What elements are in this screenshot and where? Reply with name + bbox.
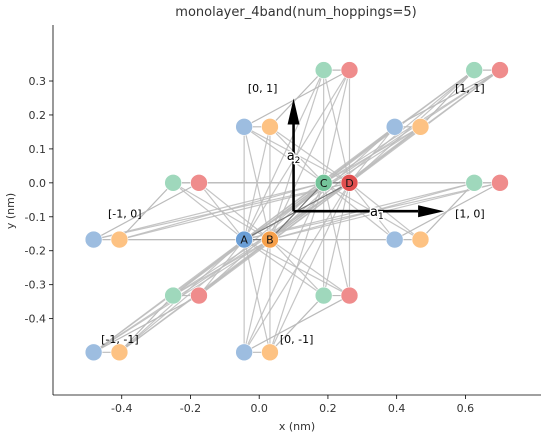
x-tick-label: -0.2 (180, 402, 201, 415)
site-c (465, 174, 483, 192)
cell-label: [-1, 0] (108, 207, 142, 220)
hopping-line (323, 182, 351, 296)
x-tick-label: 0.2 (319, 402, 337, 415)
x-ticks: -0.4 -0.2 0.0 0.2 0.4 0.6 (111, 395, 474, 415)
hopping-line (269, 239, 350, 297)
site-d (340, 174, 359, 192)
lattice-sites: A B C D (84, 61, 509, 362)
site-label: A (240, 234, 248, 247)
site-b (110, 230, 129, 249)
site-c (314, 61, 333, 79)
plot-area: A B C D [1, 0] [-1, 0] [0, 1] [1, 1] [0, -1] [-1… (84, 61, 509, 362)
y-tick-label: 0.1 (29, 143, 47, 156)
site-b (261, 118, 279, 136)
site-b (261, 343, 279, 362)
x-tick-label: 0.4 (388, 402, 406, 415)
site-d (190, 286, 208, 305)
site-c (314, 286, 333, 305)
cell-label: [1, 0] (455, 207, 485, 220)
cell-labels: [1, 0] [-1, 0] [0, 1] [1, 1] [0, -1] [-1, -1] (101, 82, 485, 346)
x-axis-label: x (nm) (279, 420, 315, 433)
hopping-line (394, 69, 501, 128)
y-tick-label: 0.3 (29, 75, 47, 88)
site-a (84, 230, 103, 249)
x-tick-label: 0.6 (457, 402, 475, 415)
site-a (84, 343, 103, 362)
site-c (164, 174, 182, 192)
hopping-line (243, 126, 271, 240)
cell-label: [0, -1] (280, 333, 314, 346)
site-c (164, 286, 182, 305)
hopping-line (243, 69, 350, 128)
site-d (340, 286, 359, 305)
site-b (411, 230, 430, 249)
y-tick-label: 0.0 (29, 177, 47, 190)
axes: -0.4 -0.2 0.0 0.2 0.4 0.6 0.3 0.2 0.1 0.0 -0.1 -0.… (25, 25, 541, 415)
y-tick-label: -0.2 (25, 245, 46, 258)
site-d (491, 174, 509, 192)
y-ticks: 0.3 0.2 0.1 0.0 -0.1 -0.2 -0.3 -0.4 (25, 75, 53, 326)
site-label: C (320, 177, 328, 190)
site-a (235, 230, 253, 249)
y-tick-label: -0.1 (25, 211, 46, 224)
chart-title: monolayer_4band(num_hoppings=5) (175, 5, 416, 20)
y-tick-label: -0.4 (25, 313, 46, 326)
cell-label: [-1, -1] (101, 333, 139, 346)
site-b (261, 230, 279, 249)
x-tick-label: -0.4 (111, 402, 132, 415)
site-c (314, 174, 333, 192)
hopping-line (243, 126, 325, 184)
site-c (465, 61, 483, 79)
hopping-line (93, 295, 200, 353)
hopping-line (93, 182, 200, 241)
hopping-line (243, 295, 350, 353)
site-d (190, 174, 208, 192)
site-b (411, 118, 430, 136)
hopping-line (349, 126, 396, 184)
site-a (385, 118, 404, 136)
cell-label: [0, 1] (248, 82, 278, 95)
hopping-line (394, 182, 501, 241)
site-d (340, 61, 359, 79)
a2-vector-head (287, 98, 300, 125)
site-b (110, 343, 129, 362)
hopping-line (172, 182, 245, 241)
y-tick-label: 0.2 (29, 109, 47, 122)
y-axis-label: y (nm) (4, 193, 17, 229)
hopping-line (198, 239, 245, 296)
site-label: D (345, 177, 353, 190)
x-tick-label: 0.0 (250, 402, 268, 415)
cell-label: [1, 1] (455, 82, 485, 95)
a1-vector-head (418, 205, 445, 218)
site-a (235, 118, 253, 136)
site-a (235, 343, 253, 362)
site-label: B (266, 234, 274, 247)
hopping-line (198, 182, 245, 240)
site-a (385, 230, 404, 249)
y-tick-label: -0.3 (25, 279, 46, 292)
site-d (491, 61, 509, 79)
